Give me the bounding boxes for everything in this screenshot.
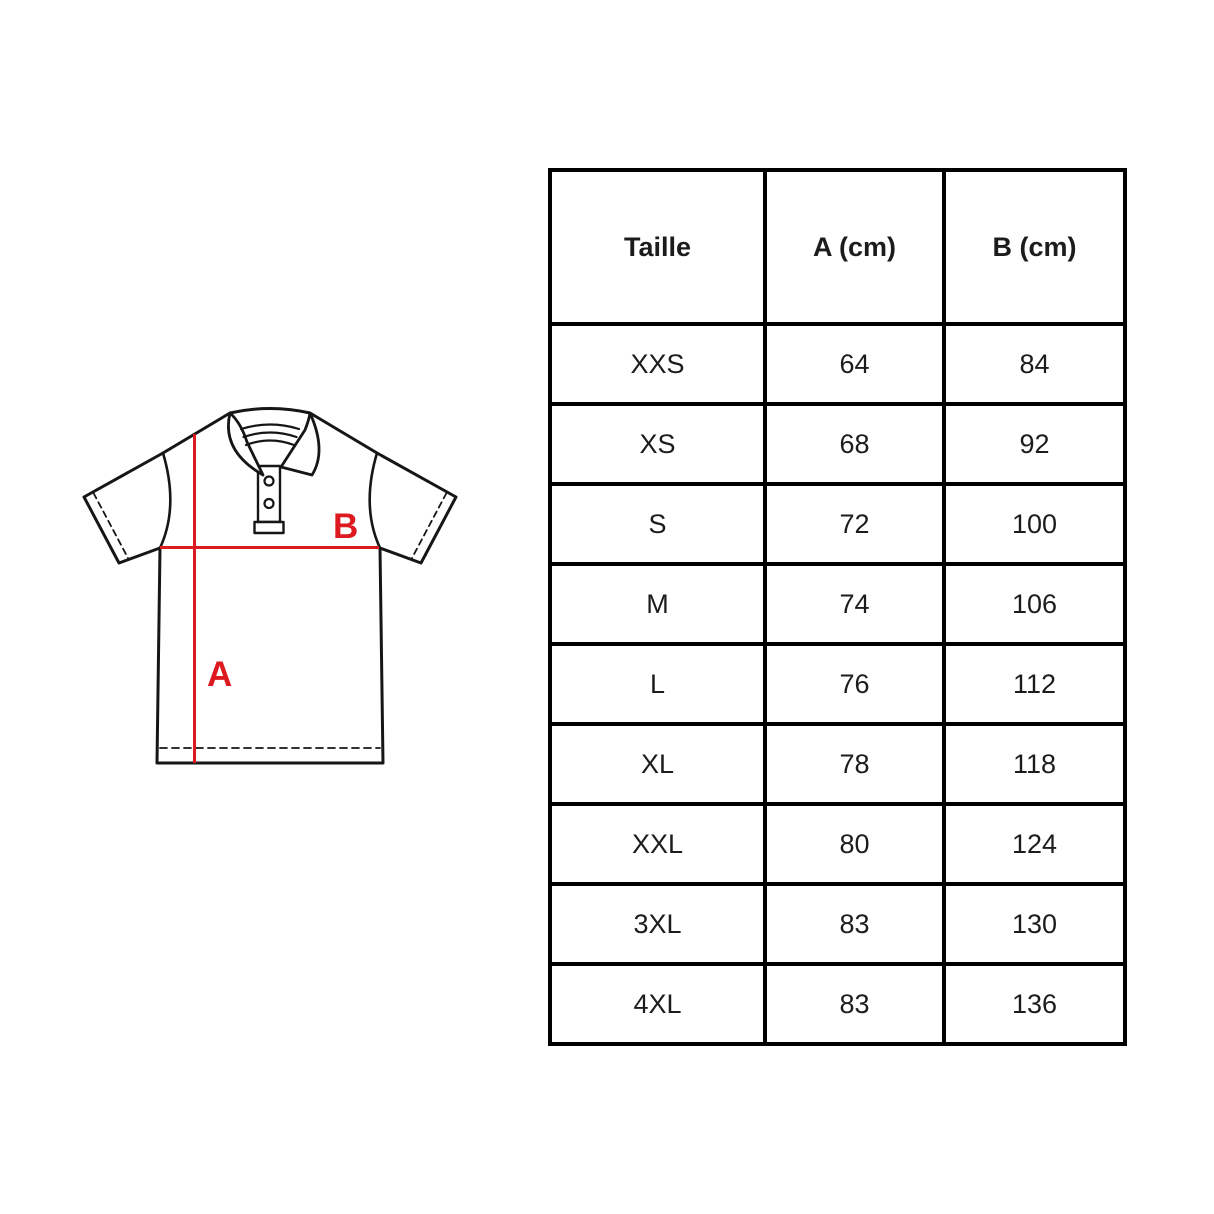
header-cell-taille: Taille: [548, 168, 767, 326]
right-cuff-stitch-dashed-line: [411, 492, 448, 559]
table-row: XS 68 92: [548, 402, 1127, 486]
table-cell: L: [548, 642, 767, 726]
table-cell: 76: [763, 642, 946, 726]
table-cell: 78: [763, 722, 946, 806]
table-cell: 136: [942, 962, 1127, 1046]
table-cell: XXL: [548, 802, 767, 886]
header-cell-a-cm: A (cm): [763, 168, 946, 326]
collar-band-stitch: [242, 431, 298, 439]
table-row: L 76 112: [548, 642, 1127, 726]
table-cell: 4XL: [548, 962, 767, 1046]
table-row: XL 78 118: [548, 722, 1127, 806]
right-armhole-seam: [368, 451, 382, 550]
table-row: XXS 64 84: [548, 322, 1127, 406]
size-table-header-row: Taille A (cm) B (cm): [548, 168, 1127, 326]
table-row: 4XL 83 136: [548, 962, 1127, 1046]
table-cell: 106: [942, 562, 1127, 646]
table-cell: 84: [942, 322, 1127, 406]
polo-shirt-outline-group: [82, 407, 458, 765]
table-cell: 3XL: [548, 882, 767, 966]
left-armhole-seam: [158, 451, 172, 550]
table-cell: 112: [942, 642, 1127, 726]
table-cell: 118: [942, 722, 1127, 806]
table-cell: 130: [942, 882, 1127, 966]
collar-right-flap: [279, 411, 321, 477]
table-cell: 100: [942, 482, 1127, 566]
measurement-lines-group: [160, 434, 379, 763]
table-cell: 124: [942, 802, 1127, 886]
button-icon: [263, 497, 275, 510]
table-row: M 74 106: [548, 562, 1127, 646]
table-cell: 83: [763, 882, 946, 966]
table-cell: 83: [763, 962, 946, 1046]
size-table: Taille A (cm) B (cm) XXS 64 84 XS 68 92 S 72 100…: [548, 168, 1127, 1046]
table-cell: XL: [548, 722, 767, 806]
table-cell: 72: [763, 482, 946, 566]
table-cell: S: [548, 482, 767, 566]
table-cell: 64: [763, 322, 946, 406]
collar-band-stitch: [239, 423, 301, 431]
table-cell: 68: [763, 402, 946, 486]
table-row: 3XL 83 130: [548, 882, 1127, 966]
size-table-body: XXS 64 84 XS 68 92 S 72 100 M 74 106 L 76 112 XL 78 118 XX…: [548, 322, 1127, 1046]
collar-band-bottom: [244, 439, 296, 447]
table-cell: 92: [942, 402, 1127, 486]
table-cell: M: [548, 562, 767, 646]
button-icon: [263, 475, 275, 487]
polo-shirt-diagram: A B: [70, 388, 470, 788]
table-row: XXL 80 124: [548, 802, 1127, 886]
header-cell-b-cm: B (cm): [942, 168, 1127, 326]
left-cuff-stitch-dashed-line: [92, 492, 129, 559]
table-cell: XXS: [548, 322, 767, 406]
table-cell: 80: [763, 802, 946, 886]
measure-label-a: A: [207, 655, 232, 694]
table-row: S 72 100: [548, 482, 1127, 566]
shirt-silhouette: [82, 407, 458, 765]
placket-bottom-box: [253, 520, 285, 535]
polo-shirt-svg: A B: [82, 407, 458, 765]
measure-label-b: B: [333, 507, 358, 546]
table-cell: 74: [763, 562, 946, 646]
table-cell: XS: [548, 402, 767, 486]
